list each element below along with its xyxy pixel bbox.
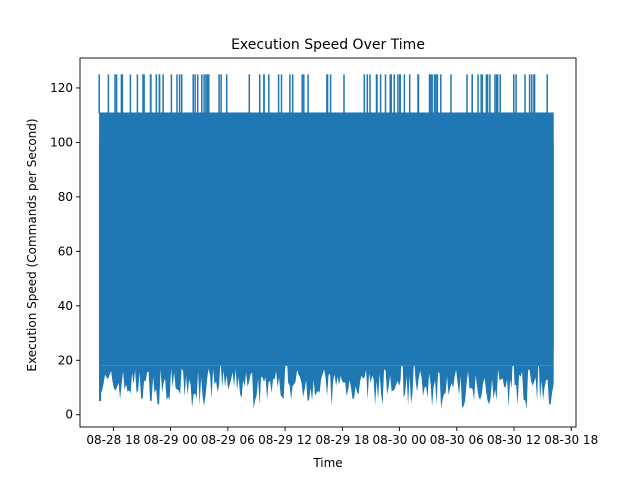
y-tick-label: 120 [50, 81, 73, 95]
x-tick-label: 08-30 18 [544, 433, 598, 447]
x-tick-label: 08-29 12 [258, 433, 312, 447]
y-tick-label: 40 [58, 299, 73, 313]
chart-title: Execution Speed Over Time [231, 37, 425, 53]
y-tick-label: 80 [58, 190, 73, 204]
y-tick-label: 60 [58, 244, 73, 258]
x-tick-label: 08-30 00 [373, 433, 427, 447]
series-lower-edge [99, 344, 554, 410]
x-tick-label: 08-30 12 [487, 433, 541, 447]
x-tick-label: 08-29 18 [315, 433, 369, 447]
x-tick-label: 08-29 00 [144, 433, 198, 447]
y-tick-label: 20 [58, 353, 73, 367]
x-axis: 08-28 18 08-29 00 08-29 06 08-29 12 08-29 18… [86, 427, 598, 447]
y-tick-label: 100 [50, 135, 73, 149]
series-band [99, 112, 554, 366]
axes-frame [79, 57, 577, 428]
y-tick-label: 0 [65, 408, 73, 422]
plot-area [79, 57, 577, 428]
x-tick-label: 08-28 18 [86, 433, 140, 447]
x-axis-label: Time [312, 456, 342, 470]
x-tick-label: 08-29 06 [201, 433, 255, 447]
y-axis: 0 20 40 60 80 100 120 [50, 81, 80, 422]
x-tick-label: 08-30 06 [430, 433, 484, 447]
y-axis-label: Execution Speed (Commands per Second) [25, 118, 39, 371]
